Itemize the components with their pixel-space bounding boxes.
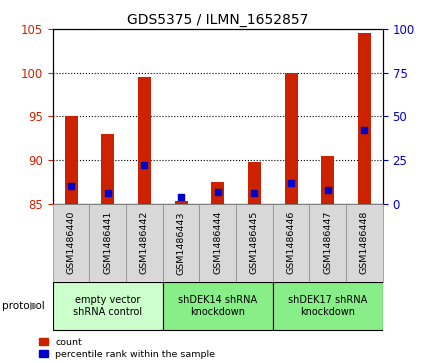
Bar — [358, 33, 371, 204]
Text: empty vector
shRNA control: empty vector shRNA control — [73, 295, 143, 317]
Bar — [248, 162, 261, 204]
Text: GSM1486440: GSM1486440 — [66, 211, 76, 274]
Bar — [65, 117, 77, 204]
Point — [214, 189, 221, 195]
Bar — [138, 77, 151, 204]
Text: shDEK14 shRNA
knockdown: shDEK14 shRNA knockdown — [178, 295, 257, 317]
Text: GSM1486448: GSM1486448 — [360, 211, 369, 274]
Bar — [211, 182, 224, 204]
Point — [324, 187, 331, 193]
Text: GSM1486441: GSM1486441 — [103, 211, 112, 274]
Legend: count, percentile rank within the sample: count, percentile rank within the sample — [39, 338, 215, 359]
FancyBboxPatch shape — [126, 204, 163, 282]
FancyBboxPatch shape — [236, 204, 273, 282]
FancyBboxPatch shape — [163, 204, 199, 282]
FancyBboxPatch shape — [89, 204, 126, 282]
Text: GSM1486445: GSM1486445 — [250, 211, 259, 274]
FancyBboxPatch shape — [163, 282, 273, 330]
Text: GSM1486444: GSM1486444 — [213, 211, 222, 274]
FancyBboxPatch shape — [273, 204, 309, 282]
Point — [68, 184, 75, 189]
FancyBboxPatch shape — [346, 204, 383, 282]
Point — [288, 180, 295, 186]
FancyBboxPatch shape — [53, 204, 89, 282]
Text: protocol: protocol — [2, 301, 45, 311]
FancyBboxPatch shape — [273, 282, 383, 330]
Text: GSM1486442: GSM1486442 — [140, 211, 149, 274]
Text: GSM1486447: GSM1486447 — [323, 211, 332, 274]
Point — [361, 127, 368, 133]
FancyBboxPatch shape — [53, 282, 163, 330]
Bar — [285, 73, 297, 204]
FancyBboxPatch shape — [309, 204, 346, 282]
Bar — [175, 201, 187, 204]
Point — [251, 191, 258, 196]
Bar — [321, 156, 334, 204]
Text: ▶: ▶ — [30, 301, 38, 311]
Title: GDS5375 / ILMN_1652857: GDS5375 / ILMN_1652857 — [127, 13, 308, 26]
Text: GSM1486443: GSM1486443 — [176, 211, 186, 274]
Bar — [101, 134, 114, 204]
Point — [178, 194, 185, 200]
Point — [141, 163, 148, 168]
Point — [104, 191, 111, 196]
Text: shDEK17 shRNA
knockdown: shDEK17 shRNA knockdown — [288, 295, 367, 317]
Text: GSM1486446: GSM1486446 — [286, 211, 296, 274]
FancyBboxPatch shape — [199, 204, 236, 282]
